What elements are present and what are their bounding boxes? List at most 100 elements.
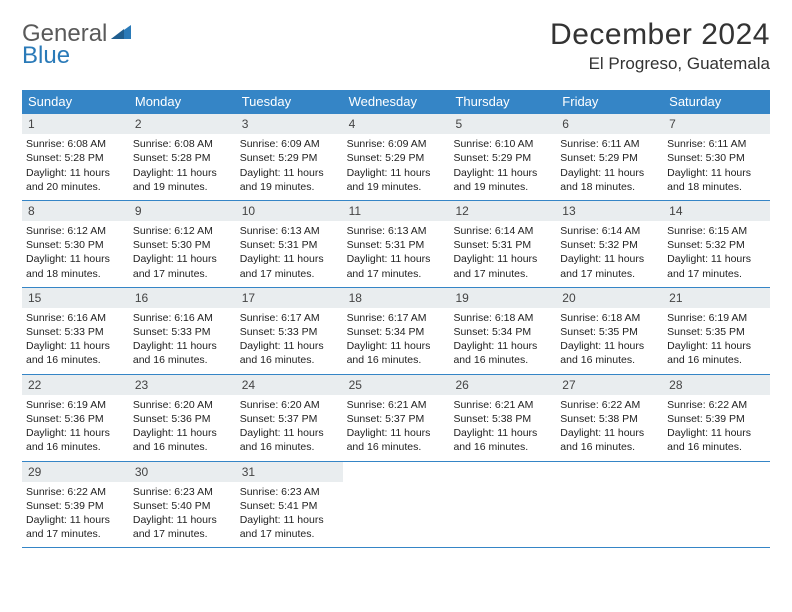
daylight-text: Daylight: 11 hours and 17 minutes.: [240, 513, 339, 541]
day-number: 3: [236, 114, 343, 134]
daylight-text: Daylight: 11 hours and 17 minutes.: [347, 252, 446, 280]
day-body: Sunrise: 6:16 AMSunset: 5:33 PMDaylight:…: [129, 308, 236, 374]
day-body: Sunrise: 6:18 AMSunset: 5:35 PMDaylight:…: [556, 308, 663, 374]
sunrise-text: Sunrise: 6:13 AM: [347, 224, 446, 238]
weekday-tuesday: Tuesday: [236, 90, 343, 114]
day-cell: 11Sunrise: 6:13 AMSunset: 5:31 PMDayligh…: [343, 201, 450, 287]
day-body: Sunrise: 6:16 AMSunset: 5:33 PMDaylight:…: [22, 308, 129, 374]
day-cell: 9Sunrise: 6:12 AMSunset: 5:30 PMDaylight…: [129, 201, 236, 287]
sunset-text: Sunset: 5:31 PM: [453, 238, 552, 252]
day-cell: 19Sunrise: 6:18 AMSunset: 5:34 PMDayligh…: [449, 288, 556, 374]
sunset-text: Sunset: 5:28 PM: [26, 151, 125, 165]
day-body: Sunrise: 6:19 AMSunset: 5:36 PMDaylight:…: [22, 395, 129, 461]
day-body: Sunrise: 6:09 AMSunset: 5:29 PMDaylight:…: [343, 134, 450, 200]
daylight-text: Daylight: 11 hours and 16 minutes.: [347, 426, 446, 454]
day-cell: 10Sunrise: 6:13 AMSunset: 5:31 PMDayligh…: [236, 201, 343, 287]
daylight-text: Daylight: 11 hours and 16 minutes.: [133, 339, 232, 367]
day-body: Sunrise: 6:08 AMSunset: 5:28 PMDaylight:…: [129, 134, 236, 200]
sunrise-text: Sunrise: 6:13 AM: [240, 224, 339, 238]
week-row: 22Sunrise: 6:19 AMSunset: 5:36 PMDayligh…: [22, 375, 770, 462]
sunset-text: Sunset: 5:36 PM: [26, 412, 125, 426]
weekday-friday: Friday: [556, 90, 663, 114]
header: General December 2024 El Progreso, Guate…: [22, 18, 770, 74]
sunrise-text: Sunrise: 6:17 AM: [240, 311, 339, 325]
sunrise-text: Sunrise: 6:08 AM: [133, 137, 232, 151]
daylight-text: Daylight: 11 hours and 17 minutes.: [453, 252, 552, 280]
day-number: 25: [343, 375, 450, 395]
daylight-text: Daylight: 11 hours and 16 minutes.: [133, 426, 232, 454]
day-cell: 5Sunrise: 6:10 AMSunset: 5:29 PMDaylight…: [449, 114, 556, 200]
sunset-text: Sunset: 5:33 PM: [26, 325, 125, 339]
sunrise-text: Sunrise: 6:16 AM: [26, 311, 125, 325]
day-number: 11: [343, 201, 450, 221]
calendar: SundayMondayTuesdayWednesdayThursdayFrid…: [22, 90, 770, 548]
sunset-text: Sunset: 5:39 PM: [667, 412, 766, 426]
weekday-sunday: Sunday: [22, 90, 129, 114]
day-cell: 20Sunrise: 6:18 AMSunset: 5:35 PMDayligh…: [556, 288, 663, 374]
sunrise-text: Sunrise: 6:22 AM: [26, 485, 125, 499]
title-block: December 2024 El Progreso, Guatemala: [550, 18, 770, 74]
sunset-text: Sunset: 5:39 PM: [26, 499, 125, 513]
day-body: Sunrise: 6:20 AMSunset: 5:37 PMDaylight:…: [236, 395, 343, 461]
day-number: 30: [129, 462, 236, 482]
day-number: 7: [663, 114, 770, 134]
day-number: 13: [556, 201, 663, 221]
day-body: Sunrise: 6:08 AMSunset: 5:28 PMDaylight:…: [22, 134, 129, 200]
sunrise-text: Sunrise: 6:19 AM: [26, 398, 125, 412]
sunrise-text: Sunrise: 6:18 AM: [560, 311, 659, 325]
day-body: Sunrise: 6:22 AMSunset: 5:39 PMDaylight:…: [663, 395, 770, 461]
daylight-text: Daylight: 11 hours and 16 minutes.: [240, 426, 339, 454]
weekday-header-row: SundayMondayTuesdayWednesdayThursdayFrid…: [22, 90, 770, 114]
day-cell: 26Sunrise: 6:21 AMSunset: 5:38 PMDayligh…: [449, 375, 556, 461]
day-body: Sunrise: 6:11 AMSunset: 5:29 PMDaylight:…: [556, 134, 663, 200]
day-cell: 13Sunrise: 6:14 AMSunset: 5:32 PMDayligh…: [556, 201, 663, 287]
day-body: Sunrise: 6:14 AMSunset: 5:31 PMDaylight:…: [449, 221, 556, 287]
day-body: Sunrise: 6:21 AMSunset: 5:37 PMDaylight:…: [343, 395, 450, 461]
day-number: 14: [663, 201, 770, 221]
daylight-text: Daylight: 11 hours and 17 minutes.: [26, 513, 125, 541]
day-body: Sunrise: 6:20 AMSunset: 5:36 PMDaylight:…: [129, 395, 236, 461]
day-body: Sunrise: 6:11 AMSunset: 5:30 PMDaylight:…: [663, 134, 770, 200]
day-cell: 22Sunrise: 6:19 AMSunset: 5:36 PMDayligh…: [22, 375, 129, 461]
daylight-text: Daylight: 11 hours and 18 minutes.: [560, 166, 659, 194]
day-cell: 30Sunrise: 6:23 AMSunset: 5:40 PMDayligh…: [129, 462, 236, 548]
weekday-thursday: Thursday: [449, 90, 556, 114]
sunset-text: Sunset: 5:32 PM: [667, 238, 766, 252]
day-body: Sunrise: 6:21 AMSunset: 5:38 PMDaylight:…: [449, 395, 556, 461]
sunset-text: Sunset: 5:31 PM: [347, 238, 446, 252]
sunset-text: Sunset: 5:30 PM: [26, 238, 125, 252]
day-body: Sunrise: 6:13 AMSunset: 5:31 PMDaylight:…: [343, 221, 450, 287]
sunset-text: Sunset: 5:38 PM: [453, 412, 552, 426]
day-cell: 3Sunrise: 6:09 AMSunset: 5:29 PMDaylight…: [236, 114, 343, 200]
sunrise-text: Sunrise: 6:22 AM: [560, 398, 659, 412]
day-number: 4: [343, 114, 450, 134]
daylight-text: Daylight: 11 hours and 16 minutes.: [667, 426, 766, 454]
sunset-text: Sunset: 5:35 PM: [560, 325, 659, 339]
daylight-text: Daylight: 11 hours and 16 minutes.: [453, 339, 552, 367]
sunrise-text: Sunrise: 6:11 AM: [667, 137, 766, 151]
sunset-text: Sunset: 5:34 PM: [453, 325, 552, 339]
day-body: Sunrise: 6:09 AMSunset: 5:29 PMDaylight:…: [236, 134, 343, 200]
day-body: Sunrise: 6:17 AMSunset: 5:34 PMDaylight:…: [343, 308, 450, 374]
day-number: 18: [343, 288, 450, 308]
day-cell: 17Sunrise: 6:17 AMSunset: 5:33 PMDayligh…: [236, 288, 343, 374]
day-number: 20: [556, 288, 663, 308]
sunrise-text: Sunrise: 6:23 AM: [240, 485, 339, 499]
weekday-saturday: Saturday: [663, 90, 770, 114]
month-title: December 2024: [550, 18, 770, 52]
sunset-text: Sunset: 5:33 PM: [133, 325, 232, 339]
day-cell: 4Sunrise: 6:09 AMSunset: 5:29 PMDaylight…: [343, 114, 450, 200]
day-number: 23: [129, 375, 236, 395]
sunrise-text: Sunrise: 6:19 AM: [667, 311, 766, 325]
sunset-text: Sunset: 5:29 PM: [347, 151, 446, 165]
sunset-text: Sunset: 5:29 PM: [453, 151, 552, 165]
day-body: Sunrise: 6:18 AMSunset: 5:34 PMDaylight:…: [449, 308, 556, 374]
empty-cell: [663, 462, 770, 548]
sunset-text: Sunset: 5:28 PM: [133, 151, 232, 165]
day-number: 28: [663, 375, 770, 395]
daylight-text: Daylight: 11 hours and 18 minutes.: [667, 166, 766, 194]
daylight-text: Daylight: 11 hours and 16 minutes.: [667, 339, 766, 367]
daylight-text: Daylight: 11 hours and 19 minutes.: [347, 166, 446, 194]
weeks-container: 1Sunrise: 6:08 AMSunset: 5:28 PMDaylight…: [22, 114, 770, 548]
sunset-text: Sunset: 5:35 PM: [667, 325, 766, 339]
